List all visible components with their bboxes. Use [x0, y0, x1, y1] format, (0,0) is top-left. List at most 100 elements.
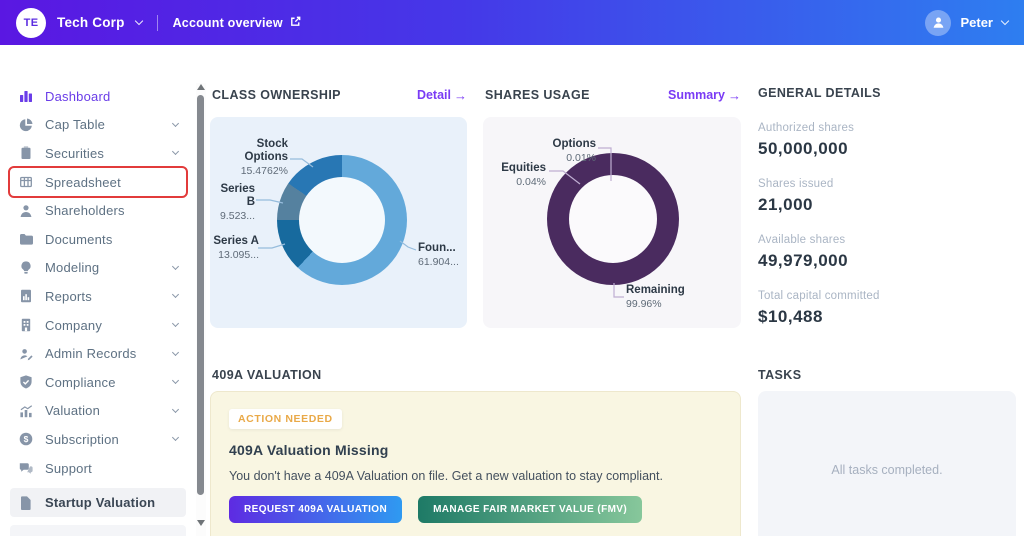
dashboard-icon — [18, 88, 34, 104]
sidebar-item-label: Securities — [45, 145, 105, 161]
sidebar-item-reports[interactable]: Reports — [10, 282, 186, 311]
company-name[interactable]: Tech Corp — [57, 15, 125, 30]
sidebar-item-support[interactable]: Support — [10, 454, 186, 483]
chevron-down-icon — [171, 262, 180, 270]
shield-icon — [18, 374, 34, 390]
class-ownership-header: CLASS OWNERSHIP Detail → — [212, 86, 467, 104]
support-chat-icon — [18, 460, 34, 476]
lightbulb-icon — [18, 260, 34, 276]
class-ownership-donut-chart — [277, 155, 407, 285]
sidebar-item-admin-records[interactable]: Admin Records — [10, 339, 186, 368]
detail-field: Available shares 49,979,000 — [758, 234, 849, 270]
detail-field: Authorized shares 50,000,000 — [758, 122, 855, 158]
sidebar-item-documents[interactable]: Documents — [10, 225, 186, 254]
sidebar-item-securities[interactable]: Securities — [10, 139, 186, 168]
top-header: TE Tech Corp Account overview Peter — [0, 0, 1024, 45]
building-icon — [18, 317, 34, 333]
sidebar-item-cap-table[interactable]: Cap Table — [10, 111, 186, 140]
sidebar-item-spreadsheet[interactable]: Spreadsheet — [8, 165, 188, 199]
class-ownership-chart-card: Stock Options 15.4762% Series B 9.523...… — [210, 117, 467, 328]
user-avatar[interactable] — [925, 9, 952, 36]
chart-label-equities: Equities 0.04% — [501, 162, 546, 189]
sidebar-item-label: Documents — [45, 231, 113, 247]
chevron-down-icon — [134, 16, 143, 26]
section-title: TASKS — [758, 368, 802, 382]
valuation-missing-description: You don't have a 409A Valuation on file.… — [229, 469, 663, 483]
sidebar-item-startup-valuation[interactable]: Startup Valuation — [10, 488, 186, 517]
scrollbar-thumb[interactable] — [197, 95, 204, 495]
clipboard-icon — [18, 145, 34, 161]
chevron-down-icon — [1000, 16, 1010, 26]
general-details-panel: GENERAL DETAILS Authorized shares 50,000… — [758, 86, 1018, 346]
request-409a-valuation-button[interactable]: REQUEST 409A VALUATION — [229, 496, 403, 523]
scroll-down-arrow-icon[interactable] — [197, 520, 205, 526]
svg-text:$: $ — [24, 434, 29, 444]
sidebar-scrollbar[interactable] — [196, 83, 206, 536]
shares-usage-header: SHARES USAGE Summary → — [485, 86, 741, 104]
sidebar-item-label: Cap Table — [45, 117, 106, 133]
sidebar-item-compliance[interactable]: Compliance — [10, 368, 186, 397]
summary-link-label: Summary — [668, 88, 725, 102]
sidebar-item-label: Shareholders — [45, 203, 125, 219]
chart-label-series-b: Series B 9.523... — [219, 183, 255, 223]
detail-field: Total capital committed $10,488 — [758, 290, 880, 326]
chevron-down-icon — [171, 320, 180, 328]
sidebar-item-label: Subscription — [45, 431, 119, 447]
folder-icon — [18, 231, 34, 247]
sidebar-item-label: Startup Valuation — [45, 495, 156, 511]
account-overview-link[interactable]: Account overview — [173, 15, 302, 31]
user-name[interactable]: Peter — [960, 15, 993, 30]
chevron-down-icon — [171, 348, 180, 356]
divider — [156, 14, 158, 31]
arrow-right-icon: → — [454, 87, 467, 103]
report-icon — [18, 288, 34, 304]
tasks-panel: All tasks completed. — [758, 391, 1016, 536]
chevron-down-icon — [171, 148, 180, 156]
section-title: 409A VALUATION — [212, 368, 322, 382]
chevron-down-icon — [171, 377, 180, 385]
chevron-down-icon — [171, 405, 180, 413]
shares-usage-chart-card: Options 0.01% Equities 0.04% Remaining 9… — [483, 117, 741, 328]
shares-usage-donut-chart — [547, 153, 679, 285]
person-icon — [933, 17, 944, 28]
sidebar-nav: Dashboard Cap Table Securities Spreadshe… — [0, 45, 196, 536]
sidebar-item-label: Modeling — [45, 260, 100, 276]
detail-link[interactable]: Detail → — [417, 88, 467, 102]
section-title: GENERAL DETAILS — [758, 86, 881, 100]
chevron-down-icon — [171, 119, 180, 127]
sidebar-item-label: Support — [45, 460, 92, 476]
chart-label-founders: Foun... 61.904... — [418, 242, 459, 269]
chart-label-series-a: Series A 13.095... — [213, 235, 259, 262]
sidebar-item-company[interactable]: Company — [10, 311, 186, 340]
sidebar-item-valuation[interactable]: Valuation — [10, 397, 186, 426]
dollar-icon: $ — [18, 431, 34, 447]
chevron-down-icon — [171, 434, 180, 442]
valuation-409a-card: ACTION NEEDED 409A Valuation Missing You… — [210, 391, 741, 536]
tasks-empty-message: All tasks completed. — [831, 463, 943, 477]
scroll-up-arrow-icon[interactable] — [197, 84, 205, 90]
sidebar-item-label: Valuation — [45, 403, 101, 419]
admin-records-icon — [18, 346, 34, 362]
summary-link[interactable]: Summary → — [668, 88, 741, 102]
sidebar-item-subscription[interactable]: $ Subscription — [10, 425, 186, 454]
sidebar-item-label: Dashboard — [45, 88, 111, 104]
manage-fmv-button[interactable]: MANAGE FAIR MARKET VALUE (FMV) — [418, 496, 643, 523]
valuation-missing-heading: 409A Valuation Missing — [229, 442, 389, 458]
sidebar-item-label: Spreadsheet — [45, 174, 121, 190]
sidebar-item-label: Company — [45, 317, 103, 333]
sidebar-item-modeling[interactable]: Modeling — [10, 254, 186, 283]
document-icon — [18, 495, 34, 511]
sidebar-item-shareholders[interactable]: Shareholders — [10, 196, 186, 225]
detail-field: Shares issued 21,000 — [758, 178, 834, 214]
company-avatar[interactable]: TE — [16, 7, 46, 38]
sidebar-item-partial[interactable] — [10, 524, 186, 536]
chevron-down-icon — [171, 291, 180, 299]
detail-link-label: Detail — [416, 88, 451, 102]
action-needed-badge: ACTION NEEDED — [229, 409, 342, 429]
sidebar-item-dashboard[interactable]: Dashboard — [10, 82, 186, 111]
tasks-header: TASKS — [758, 366, 1016, 384]
arrow-right-icon: → — [728, 87, 741, 103]
chart-label-stock-options: Stock Options 15.4762% — [240, 138, 288, 178]
person-icon — [18, 203, 34, 219]
sidebar-item-label: Admin Records — [45, 346, 137, 362]
